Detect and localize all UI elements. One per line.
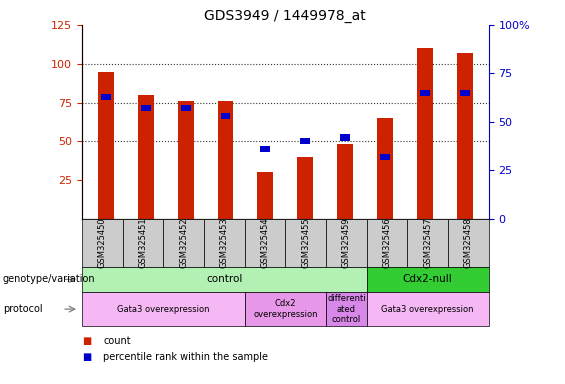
Bar bbox=[177, 101, 194, 219]
Bar bbox=[460, 90, 470, 96]
Bar bbox=[340, 134, 350, 141]
Bar bbox=[417, 48, 433, 219]
Text: GSM325457: GSM325457 bbox=[423, 217, 432, 268]
Text: GSM325454: GSM325454 bbox=[260, 218, 270, 268]
Title: GDS3949 / 1449978_at: GDS3949 / 1449978_at bbox=[205, 8, 366, 23]
Bar bbox=[260, 146, 271, 152]
Bar bbox=[337, 144, 353, 219]
Bar bbox=[218, 101, 233, 219]
Text: ■: ■ bbox=[82, 352, 91, 362]
Bar bbox=[380, 154, 390, 160]
Text: Gata3 overexpression: Gata3 overexpression bbox=[117, 305, 210, 314]
Text: GSM325451: GSM325451 bbox=[138, 218, 147, 268]
Text: GSM325458: GSM325458 bbox=[464, 217, 473, 268]
Bar bbox=[377, 118, 393, 219]
Text: control: control bbox=[206, 274, 242, 285]
Text: GSM325450: GSM325450 bbox=[98, 218, 107, 268]
Text: GSM325456: GSM325456 bbox=[383, 217, 392, 268]
Bar bbox=[258, 172, 273, 219]
Bar bbox=[181, 105, 190, 111]
Bar bbox=[138, 95, 154, 219]
Bar bbox=[101, 94, 111, 100]
Text: GSM325452: GSM325452 bbox=[179, 218, 188, 268]
Text: Gata3 overexpression: Gata3 overexpression bbox=[381, 305, 474, 314]
Text: differenti
ated
control: differenti ated control bbox=[327, 294, 366, 324]
Text: GSM325459: GSM325459 bbox=[342, 218, 351, 268]
Text: count: count bbox=[103, 336, 131, 346]
Bar bbox=[300, 138, 310, 144]
Text: GSM325455: GSM325455 bbox=[301, 218, 310, 268]
Bar bbox=[220, 113, 231, 119]
Text: GSM325453: GSM325453 bbox=[220, 217, 229, 268]
Bar bbox=[98, 71, 114, 219]
Bar bbox=[297, 157, 313, 219]
Text: protocol: protocol bbox=[3, 304, 42, 314]
Text: ■: ■ bbox=[82, 336, 91, 346]
Text: Cdx2
overexpression: Cdx2 overexpression bbox=[253, 300, 318, 319]
Text: Cdx2-null: Cdx2-null bbox=[403, 274, 453, 285]
Bar bbox=[420, 90, 430, 96]
Text: percentile rank within the sample: percentile rank within the sample bbox=[103, 352, 268, 362]
Bar bbox=[457, 53, 473, 219]
Text: genotype/variation: genotype/variation bbox=[3, 274, 95, 285]
Bar bbox=[141, 105, 151, 111]
